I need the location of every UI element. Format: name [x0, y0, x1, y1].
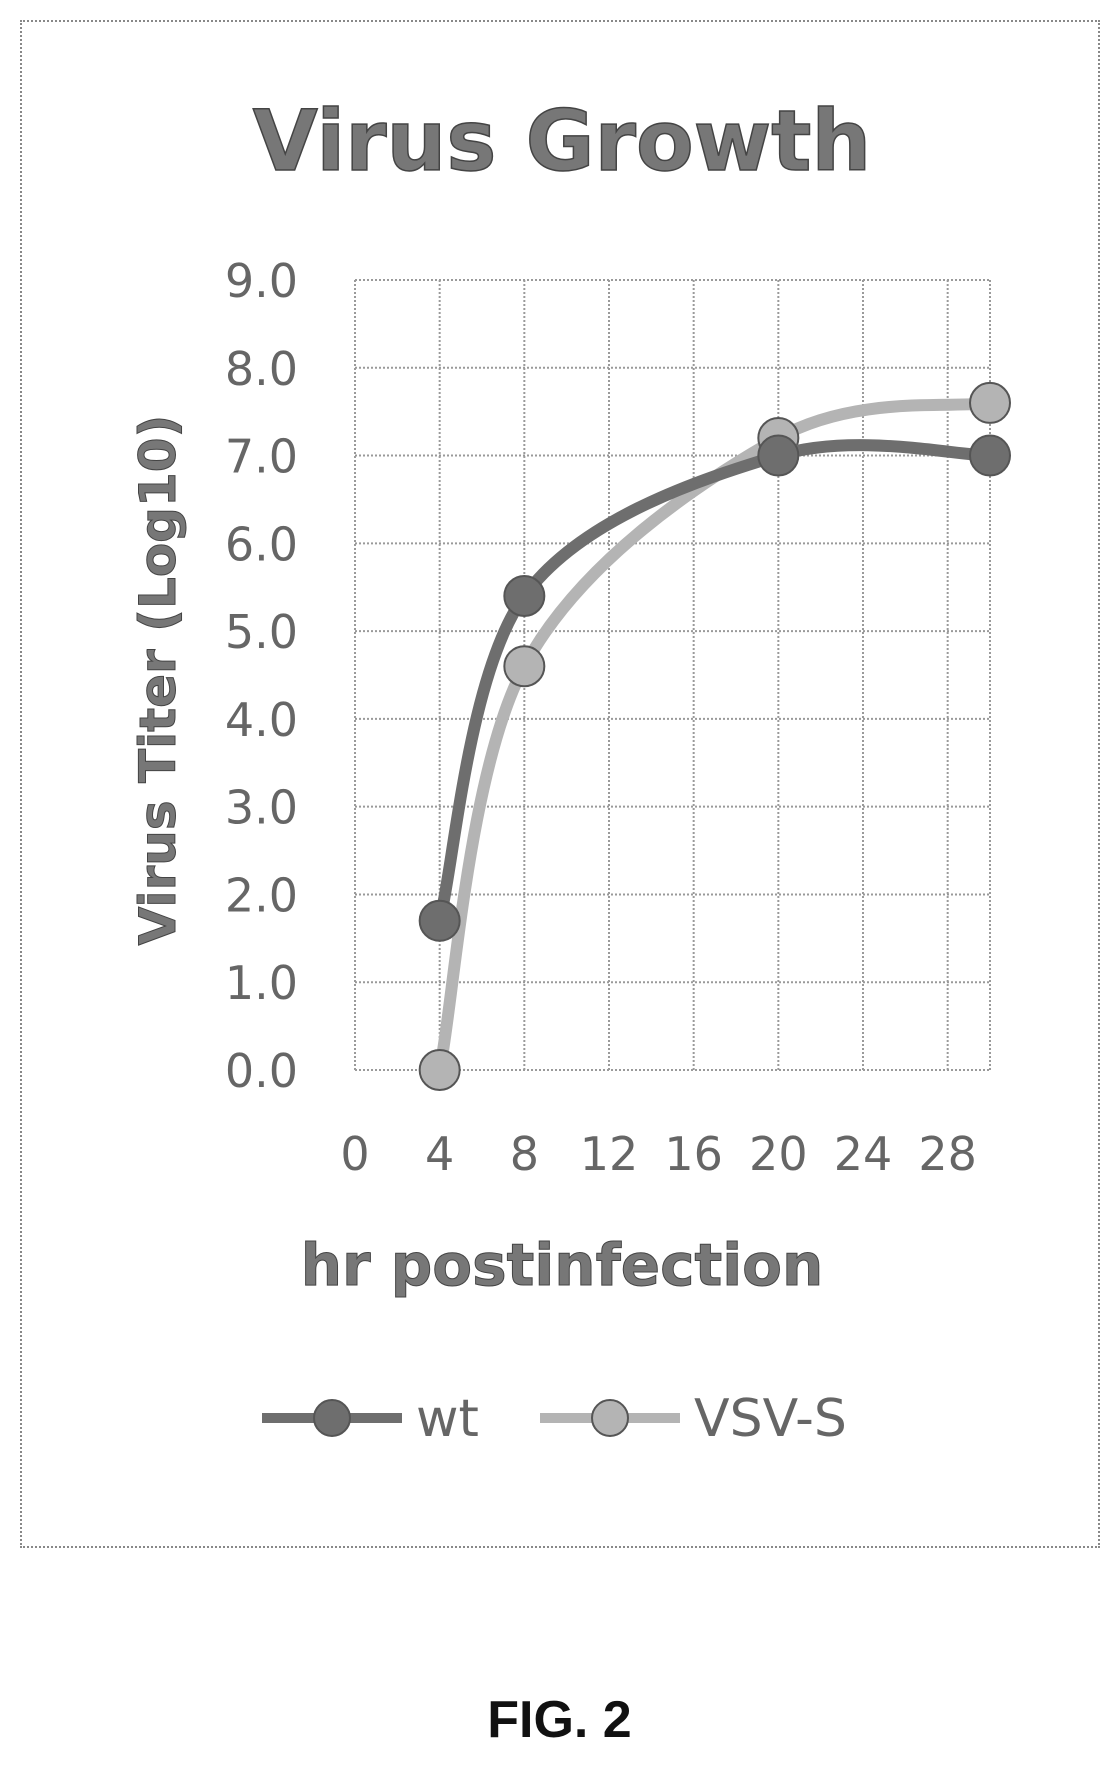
- x-axis-label: hr postinfection: [301, 1231, 824, 1299]
- legend-label: VSV-S: [694, 1389, 847, 1449]
- data-point-wt: [969, 434, 1011, 477]
- x-tick-label: 28: [918, 1127, 977, 1181]
- y-tick-label: 4.0: [225, 693, 298, 747]
- y-tick-label: 8.0: [225, 342, 298, 396]
- x-tick-label: 16: [664, 1127, 723, 1181]
- y-tick-label: 3.0: [225, 781, 298, 835]
- series-line-wt: [433, 439, 996, 927]
- y-axis-label: Virus Titer (Log10): [129, 415, 187, 946]
- y-tick-label: 5.0: [225, 605, 298, 659]
- data-point-wt: [418, 899, 461, 942]
- x-tick-label: 8: [510, 1127, 539, 1181]
- data-point-wt: [503, 575, 546, 617]
- legend-swatch-marker: [313, 1399, 351, 1437]
- x-tick-label: 0: [340, 1127, 369, 1181]
- y-tick-label: 2.0: [225, 868, 298, 922]
- legend-swatch-marker: [591, 1399, 629, 1437]
- y-tick-label: 6.0: [225, 517, 298, 571]
- y-tick-label: 1.0: [225, 956, 298, 1010]
- y-tick-label: 9.0: [225, 254, 298, 308]
- y-tick-label: 0.0: [225, 1044, 298, 1098]
- x-tick-label: 24: [834, 1127, 893, 1181]
- x-tick-label: 4: [425, 1127, 454, 1181]
- data-point-wt: [757, 434, 800, 477]
- legend-label: wt: [416, 1389, 479, 1449]
- data-point-vsv-s: [969, 381, 1011, 424]
- chart-frame: [20, 20, 1100, 1548]
- data-point-vsv-s: [503, 645, 546, 688]
- chart-title: Virus Growth: [253, 92, 871, 190]
- x-tick-label: 20: [749, 1127, 808, 1181]
- series-line-vsv-s: [433, 396, 996, 1076]
- figure-caption: FIG. 2: [487, 1691, 632, 1749]
- y-tick-label: 7.0: [225, 430, 298, 484]
- x-tick-label: 12: [580, 1127, 639, 1181]
- data-point-vsv-s: [418, 1049, 461, 1091]
